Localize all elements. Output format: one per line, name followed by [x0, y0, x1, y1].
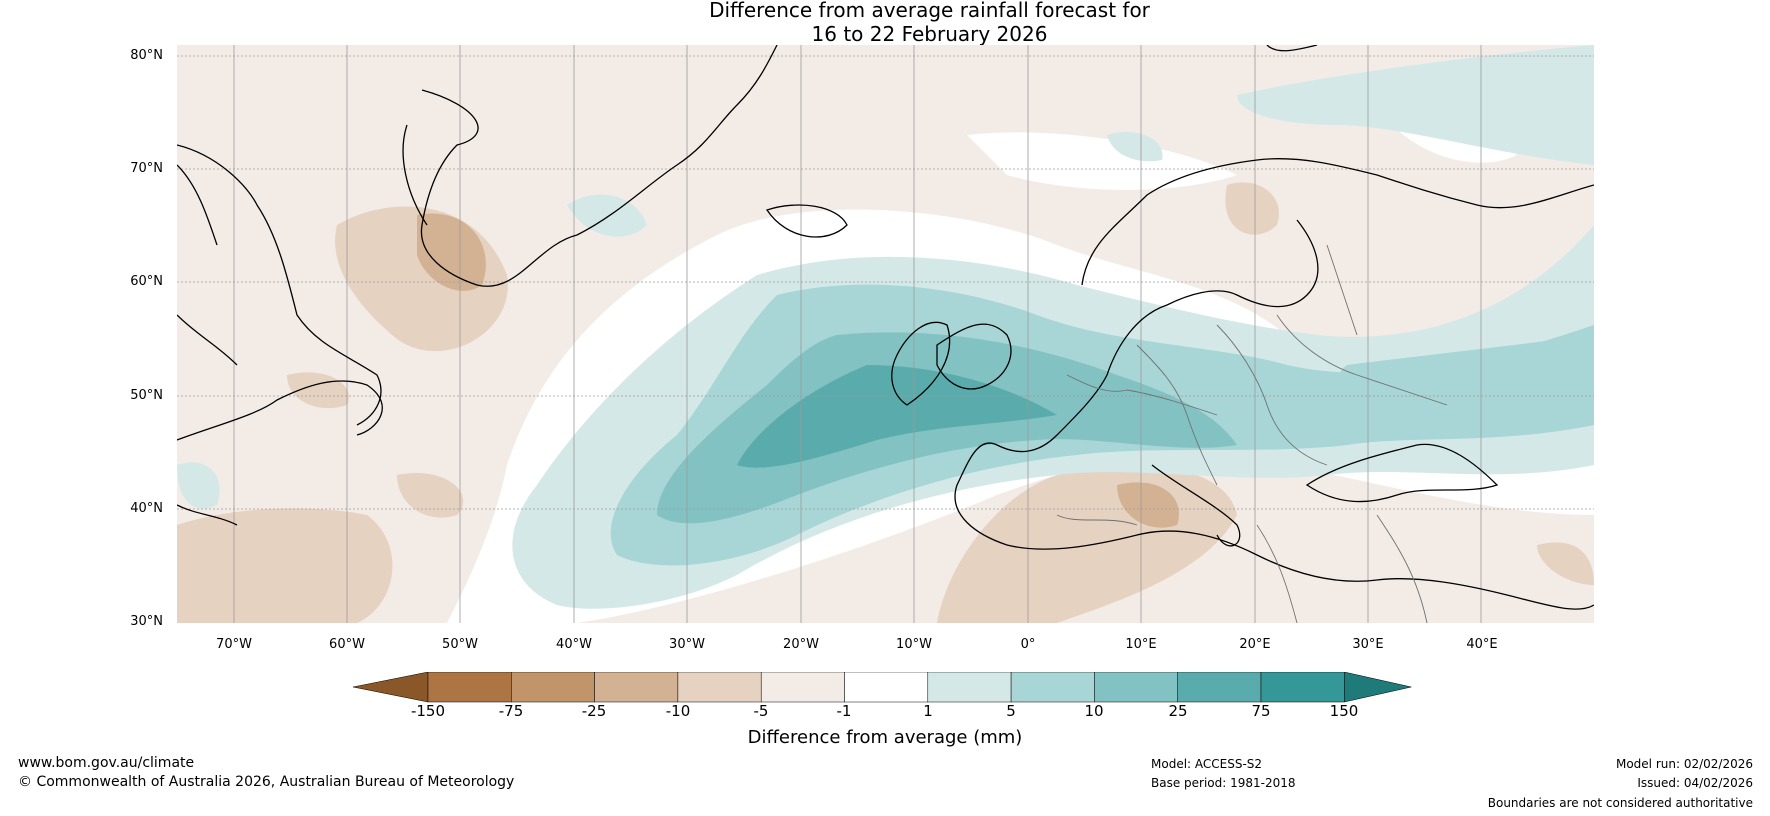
lon-label-30w: 30°W [669, 637, 705, 652]
lon-label-40e: 40°E [1466, 637, 1498, 652]
lon-label-50w: 50°W [442, 637, 478, 652]
lon-label-40w: 40°W [556, 637, 592, 652]
website-link[interactable]: www.bom.gov.au/climate [18, 755, 195, 771]
colorbar-tick: -150 [410, 702, 446, 720]
colorbar-segment [760, 672, 845, 703]
colorbar-segment [511, 672, 595, 703]
lon-label-10w: 10°W [896, 637, 932, 652]
map-title: Difference from average rainfall forecas… [0, 0, 1770, 46]
issued-text: Issued: 04/02/2026 [1637, 776, 1753, 790]
colorbar-tick: -5 [753, 702, 769, 720]
lat-label-80n: 80°N [130, 48, 163, 63]
colorbar-tick: 5 [1006, 702, 1016, 720]
colorbar-segment [927, 672, 1012, 703]
lat-label-70n: 70°N [130, 161, 163, 176]
colorbar-segment [1010, 672, 1095, 703]
dry-anomaly-areas [177, 182, 1594, 623]
colorbar-tick: -25 [581, 702, 607, 720]
lat-label-60n: 60°N [130, 274, 163, 289]
colorbar [353, 672, 1412, 703]
model-run-text: Model run: 02/02/2026 [1615, 757, 1753, 771]
colorbar-tick: 75 [1251, 702, 1271, 720]
rainfall-anomaly-map [177, 45, 1594, 623]
lat-label-30n: 30°N [130, 614, 163, 629]
colorbar-tick: -1 [836, 702, 852, 720]
lat-label-50n: 50°N [130, 388, 163, 403]
country-borders [1056, 244, 1448, 623]
lon-label-0: 0° [1020, 637, 1036, 652]
title-line-2: 16 to 22 February 2026 [811, 22, 1048, 46]
colorbar-segment [594, 672, 679, 703]
coastlines [177, 45, 1594, 610]
colorbar-segment [427, 672, 512, 703]
colorbar-extend-max [1344, 672, 1412, 703]
colorbar-tick: 10 [1084, 702, 1104, 720]
colorbar-segment [1260, 672, 1345, 703]
colorbar-extend-min [353, 672, 429, 703]
colorbar-label: Difference from average (mm) [747, 727, 1023, 748]
lon-label-10e: 10°E [1125, 637, 1157, 652]
colorbar-tick: 150 [1329, 702, 1359, 720]
colorbar-tick: 1 [923, 702, 933, 720]
disclaimer-text: Boundaries are not considered authoritat… [1487, 796, 1753, 810]
graticule [177, 45, 1594, 623]
lon-label-30e: 30°E [1352, 637, 1384, 652]
colorbar-tick: -75 [498, 702, 524, 720]
colorbar-tick: -10 [665, 702, 691, 720]
wet-anomaly-areas [177, 45, 1594, 609]
title-line-1: Difference from average rainfall forecas… [709, 0, 1150, 22]
copyright-text: © Commonwealth of Australia 2026, Austra… [18, 774, 515, 790]
colorbar-segment [677, 672, 762, 703]
colorbar-tick: 25 [1168, 702, 1188, 720]
colorbar-segment [844, 672, 929, 703]
lon-label-70w: 70°W [216, 637, 252, 652]
lon-label-20e: 20°E [1239, 637, 1271, 652]
model-text: Model: ACCESS-S2 [1151, 757, 1263, 771]
colorbar-segment [1094, 672, 1178, 703]
colorbar-segment [1177, 672, 1262, 703]
lon-label-20w: 20°W [783, 637, 819, 652]
lat-label-40n: 40°N [130, 501, 163, 516]
lon-label-60w: 60°W [329, 637, 365, 652]
base-period-text: Base period: 1981-2018 [1151, 776, 1296, 790]
